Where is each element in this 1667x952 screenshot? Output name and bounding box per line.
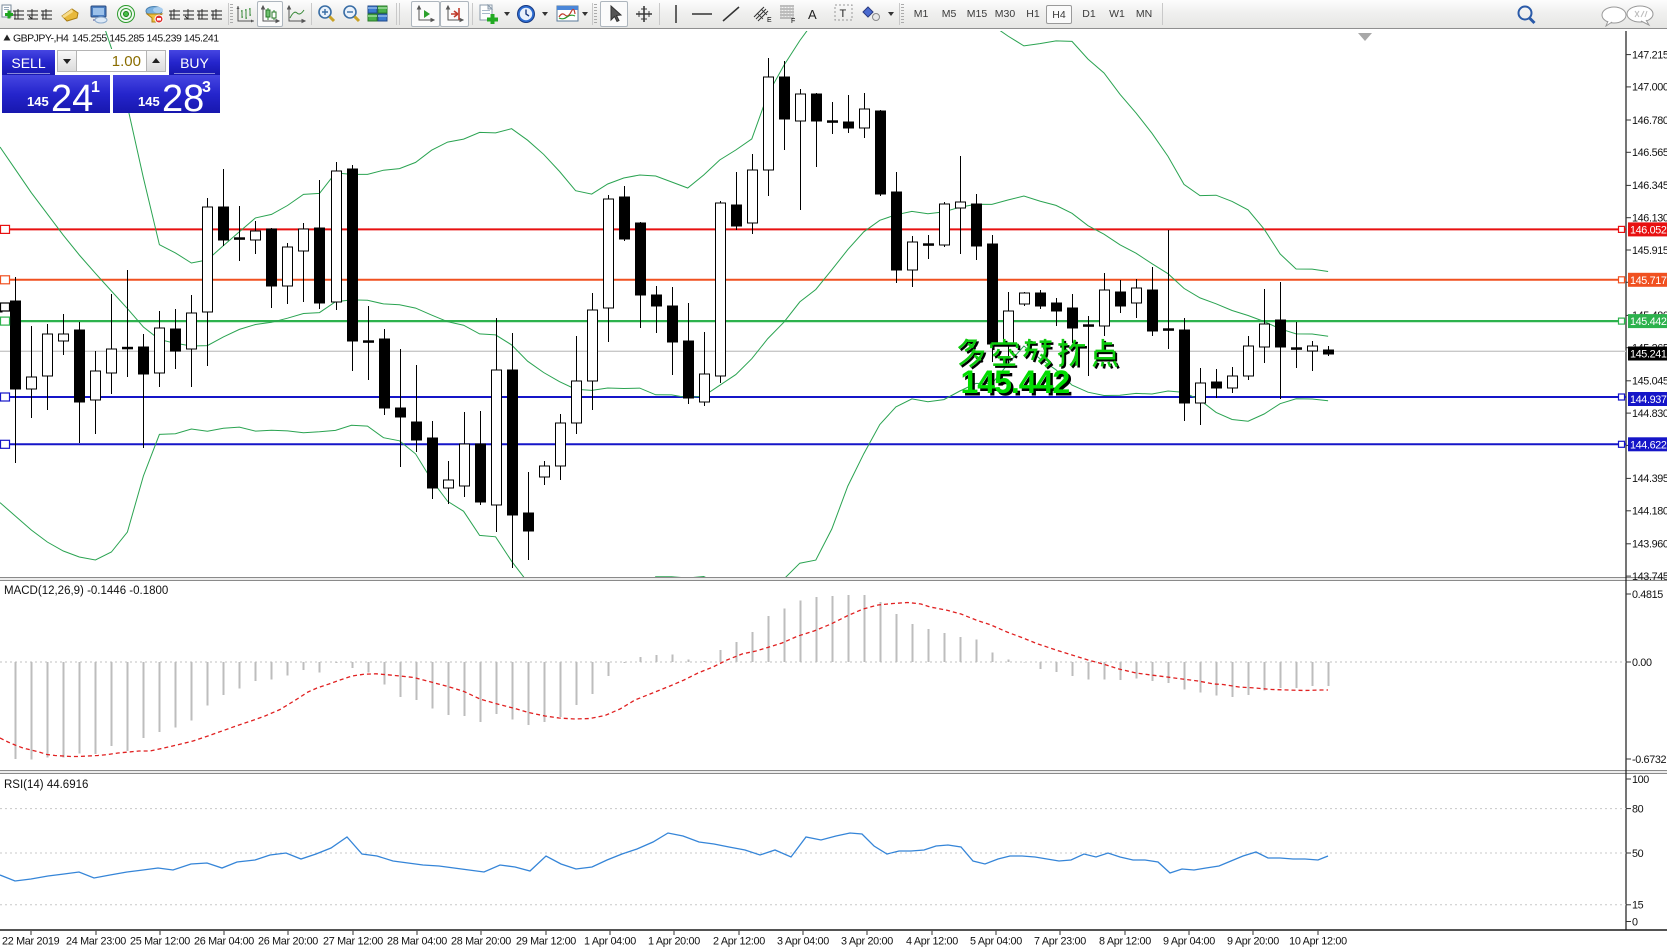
svg-text:145.442: 145.442 <box>963 367 1072 403</box>
svg-text:50: 50 <box>1632 848 1644 860</box>
svg-text:F: F <box>791 18 795 24</box>
svg-text:GBPJPY-,H4: GBPJPY-,H4 <box>13 33 69 45</box>
svg-text:29 Mar 12:00: 29 Mar 12:00 <box>516 936 576 948</box>
svg-text:144.395: 144.395 <box>1632 473 1667 485</box>
svg-text:80: 80 <box>1632 803 1644 815</box>
svg-text:2 Apr 12:00: 2 Apr 12:00 <box>713 936 765 948</box>
svg-text:-0.6732: -0.6732 <box>1632 754 1667 766</box>
svg-text:9 Apr 20:00: 9 Apr 20:00 <box>1227 936 1279 948</box>
svg-text:1 Apr 20:00: 1 Apr 20:00 <box>648 936 700 948</box>
svg-text:0.00: 0.00 <box>1632 657 1652 669</box>
svg-text:RSI(14) 44.6916: RSI(14) 44.6916 <box>4 779 88 791</box>
svg-text:1 Apr 04:00: 1 Apr 04:00 <box>584 936 636 948</box>
svg-text:144.180: 144.180 <box>1632 506 1667 518</box>
svg-text:100: 100 <box>1632 774 1649 786</box>
svg-text:T: T <box>840 8 847 20</box>
svg-text:24 Mar 23:00: 24 Mar 23:00 <box>66 936 126 948</box>
svg-text:22 Mar 2019: 22 Mar 2019 <box>2 936 60 948</box>
svg-text:144.830: 144.830 <box>1632 408 1667 420</box>
svg-text:26 Mar 20:00: 26 Mar 20:00 <box>258 936 318 948</box>
svg-text:147.000: 147.000 <box>1632 82 1667 94</box>
svg-text:146.345: 146.345 <box>1632 180 1667 192</box>
svg-text:27 Mar 12:00: 27 Mar 12:00 <box>323 936 383 948</box>
svg-text:145.045: 145.045 <box>1632 376 1667 388</box>
svg-text:E: E <box>767 17 772 24</box>
svg-text:0.4815: 0.4815 <box>1632 589 1663 601</box>
svg-text:9 Apr 04:00: 9 Apr 04:00 <box>1163 936 1215 948</box>
svg-text:145.255 145.285 145.239 145.24: 145.255 145.285 145.239 145.241 <box>72 33 219 45</box>
svg-text:146.052: 146.052 <box>1630 224 1667 236</box>
svg-text:5 Apr 04:00: 5 Apr 04:00 <box>970 936 1022 948</box>
svg-text:145.241: 145.241 <box>1630 349 1667 361</box>
svg-text:143.745: 143.745 <box>1632 571 1667 583</box>
svg-text:MACD(12,26,9) -0.1446 -0.1800: MACD(12,26,9) -0.1446 -0.1800 <box>4 585 168 597</box>
svg-text:8 Apr 12:00: 8 Apr 12:00 <box>1099 936 1151 948</box>
svg-text:144.937: 144.937 <box>1630 394 1667 406</box>
svg-text:28 Mar 04:00: 28 Mar 04:00 <box>387 936 447 948</box>
svg-text:145.915: 145.915 <box>1632 245 1667 257</box>
svg-text:15: 15 <box>1632 900 1644 912</box>
svg-text:26 Mar 04:00: 26 Mar 04:00 <box>194 936 254 948</box>
svg-text:146.565: 146.565 <box>1632 147 1667 159</box>
svg-text:146.130: 146.130 <box>1632 213 1667 225</box>
svg-text:7 Apr 23:00: 7 Apr 23:00 <box>1034 936 1086 948</box>
svg-text:3 Apr 20:00: 3 Apr 20:00 <box>841 936 893 948</box>
svg-text:145.442: 145.442 <box>961 364 1070 400</box>
svg-text:4 Apr 12:00: 4 Apr 12:00 <box>906 936 958 948</box>
svg-text:10 Apr 12:00: 10 Apr 12:00 <box>1289 936 1347 948</box>
svg-text:0: 0 <box>1632 916 1638 928</box>
svg-text:146.780: 146.780 <box>1632 115 1667 127</box>
svg-text:25 Mar 12:00: 25 Mar 12:00 <box>130 936 190 948</box>
svg-text:145.717: 145.717 <box>1630 275 1667 287</box>
svg-text:144.622: 144.622 <box>1630 439 1667 451</box>
svg-text:143.960: 143.960 <box>1632 539 1667 551</box>
svg-text:28 Mar 20:00: 28 Mar 20:00 <box>451 936 511 948</box>
svg-text:145.442: 145.442 <box>1630 316 1667 328</box>
svg-text:147.215: 147.215 <box>1632 49 1667 61</box>
svg-text:3 Apr 04:00: 3 Apr 04:00 <box>777 936 829 948</box>
